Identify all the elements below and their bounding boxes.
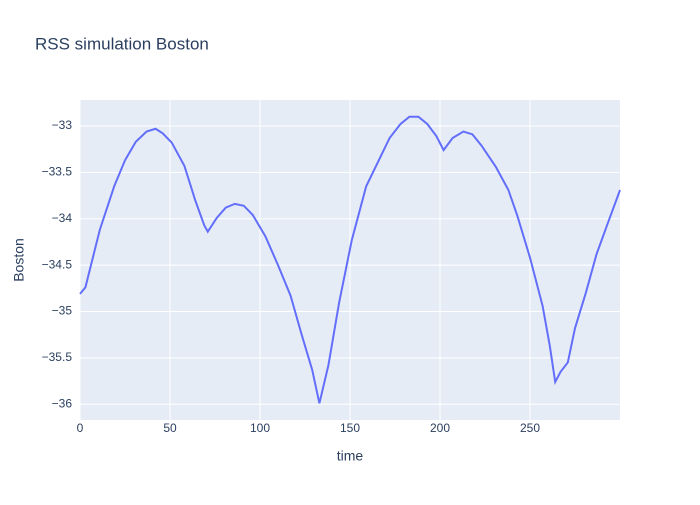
x-tick-label: 150 [340,421,360,435]
x-axis-label: time [337,448,364,464]
y-tick-label: −35 [52,304,73,318]
y-tick-label: −36 [52,396,73,410]
data-line [79,115,621,404]
y-tick-label: −34.5 [42,257,73,271]
y-tick-label: −33.5 [42,165,73,179]
y-tick-label: −35.5 [42,350,73,364]
y-axis-label: Boston [11,238,27,282]
x-tick-label: 100 [250,421,270,435]
x-tick-label: 50 [163,421,177,435]
y-tick-label: −34 [52,211,73,225]
chart-title: RSS simulation Boston [35,34,209,53]
x-tick-label: 0 [77,421,84,435]
x-tick-label: 200 [430,421,450,435]
x-tick-label: 250 [520,421,540,435]
y-tick-label: −33 [52,118,73,132]
